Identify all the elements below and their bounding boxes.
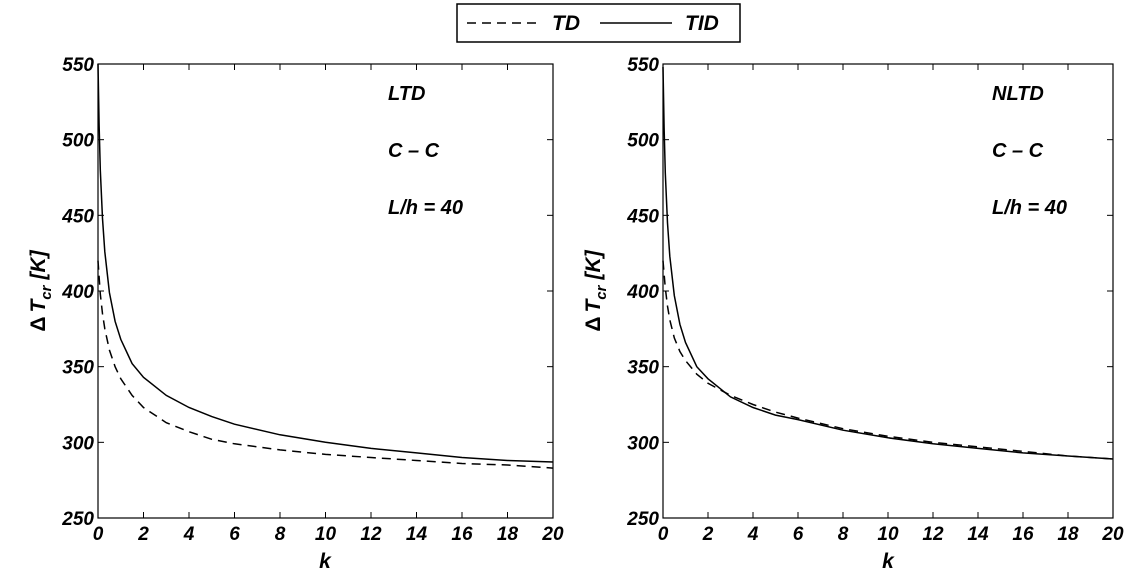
left-xtick-label: 14: [406, 524, 428, 545]
left-xtick-label: 2: [137, 524, 149, 545]
left-ytick-label: 250: [61, 509, 94, 530]
left-xtick-label: 6: [229, 524, 240, 545]
left-ytick-label: 400: [61, 282, 94, 303]
right-xtick-label: 8: [838, 524, 849, 545]
right-ytick-label: 400: [626, 282, 659, 303]
right-panel: 0 2 4 6 8 10 12 14 16 18 20 250300350400450500550 …: [582, 55, 1124, 573]
left-xtick-label: 8: [275, 524, 286, 545]
left-y-axis-label: ΔTcr[K]: [27, 249, 55, 331]
right-xticks: 0 2 4 6 8 10 12 14 16 18 20: [658, 64, 1124, 545]
right-ytick-label: 500: [627, 131, 659, 152]
legend-tid-label: TID: [685, 12, 719, 35]
legend: TD TID: [456, 3, 741, 43]
right-ytick-label: 350: [627, 358, 659, 379]
right-xtick-label: 10: [877, 524, 899, 545]
left-xtick-label: 18: [497, 524, 519, 545]
left-xtick-label: 12: [360, 524, 382, 545]
right-series-td-line: [662, 260, 1114, 460]
right-annotation-ratio: L/h = 40: [992, 197, 1067, 219]
left-ytick-label: 550: [62, 55, 94, 76]
right-series-tid-line: [662, 66, 1114, 460]
left-plot-frame: [97, 63, 554, 519]
left-yticks: 250 300 350 400 450 500 550: [61, 55, 553, 530]
right-ytick-label: 550: [627, 55, 659, 76]
right-annotation-model: NLTD: [992, 83, 1044, 105]
right-ytick-label: 300: [627, 433, 659, 454]
right-x-axis-label: k: [882, 550, 895, 573]
right-yticks: 250 300 350 400 450 500 550: [626, 55, 1113, 530]
left-panel: 0 2 4 6 8 10 12 14 16 18 20 250300350400450500550 …: [27, 55, 564, 573]
left-annotations: LTD C – C L/h = 40: [388, 83, 463, 219]
left-xtick-label: 10: [315, 524, 337, 545]
right-y-axis-label: ΔTcr[K]: [582, 249, 610, 331]
right-xtick-label: 12: [922, 524, 944, 545]
right-series: [662, 66, 1114, 460]
left-ytick-label: 300: [62, 433, 94, 454]
left-xticks: 0 2 4 6 8 10 12 14 16 18 20: [93, 64, 564, 545]
left-x-axis-label: k: [319, 550, 332, 573]
right-xtick-label: 18: [1057, 524, 1079, 545]
left-xtick-label: 16: [451, 524, 473, 545]
right-xtick-label: 4: [747, 524, 759, 545]
left-ytick-label: 350: [62, 358, 94, 379]
right-xtick-label: 16: [1012, 524, 1034, 545]
right-xtick-label: 0: [658, 524, 669, 545]
right-ytick-label: 450: [626, 206, 659, 227]
right-annotations: NLTD C – C L/h = 40: [992, 83, 1067, 219]
right-ytick-label: 250: [626, 509, 659, 530]
legend-td-label: TD: [552, 12, 580, 35]
left-annotation-model: LTD: [388, 83, 425, 105]
right-xtick-label: 6: [793, 524, 804, 545]
left-series-tid-line: [97, 63, 554, 463]
left-series-td-line: [97, 260, 554, 469]
left-series: [97, 63, 554, 469]
left-xtick-label: 20: [541, 524, 564, 545]
left-xtick-label: 0: [93, 524, 104, 545]
left-annotation-boundary: C – C: [388, 140, 440, 162]
left-xtick-label: 4: [183, 524, 195, 545]
right-xtick-label: 20: [1101, 524, 1124, 545]
left-annotation-ratio: L/h = 40: [388, 197, 463, 219]
left-ytick-label: 500: [62, 131, 94, 152]
right-xtick-label: 2: [702, 524, 714, 545]
left-ytick-label: 450: [61, 206, 94, 227]
right-plot-frame: [662, 63, 1114, 519]
right-xtick-label: 14: [967, 524, 989, 545]
right-annotation-boundary: C – C: [992, 140, 1044, 162]
